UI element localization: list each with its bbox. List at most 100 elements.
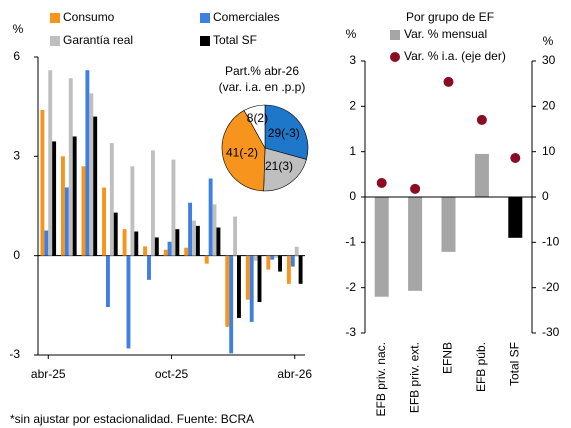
pie-slice [263,147,307,192]
footnote: *sin ajustar por estacionalidad. Fuente:… [10,412,254,426]
bar [48,70,53,256]
bar [72,136,77,256]
x-tick-label: abr-25 [31,367,66,381]
bar [105,255,110,307]
dot [476,114,487,125]
bar [237,255,241,318]
y-tick-label: -1 [345,235,356,249]
bar [150,150,155,256]
legend-label: Garantía real [63,33,133,47]
x-tick-label: EFB priv. ext. [407,342,421,413]
legend-swatch [390,30,400,40]
dot [510,153,521,164]
bar [85,70,90,256]
bar [245,255,250,300]
bar [195,225,200,256]
y2-tick-label: -30 [542,325,560,339]
bar [374,197,389,297]
slice-label: 21(3) [265,159,293,173]
bar [298,255,303,284]
bar [253,255,258,261]
legend-dot [390,52,400,62]
bar [126,255,131,349]
x-tick-label: oct-25 [155,367,189,381]
y2-tick-label: -10 [542,235,560,249]
pie-slice [243,104,266,150]
bar [441,197,456,252]
bar [109,143,114,256]
bar [208,178,213,256]
x-tick-label: Total SF [507,342,521,386]
legend-label: Consumo [63,10,115,24]
y2-tick-label: -20 [542,280,560,294]
y-tick-label: 6 [13,49,20,63]
y-tick-label: 2 [349,99,356,113]
bar [508,197,523,238]
bar [294,246,299,256]
bar [266,255,271,270]
y-tick-label: -3 [345,325,356,339]
pie-slice [221,110,266,192]
y-tick-label: -3 [9,347,20,361]
bar [216,227,221,256]
dot [410,183,421,194]
bar [44,230,49,256]
bar [257,255,262,303]
legend-swatch [200,13,210,23]
x-tick-label: EFNB [441,342,455,374]
y2-tick-label: 20 [542,99,556,113]
y-tick-label: 3 [349,53,356,67]
slice-label: 29(-3) [268,126,300,140]
chart-title: Por grupo de EF [406,10,494,24]
bar [163,249,168,256]
bar [204,255,209,264]
y2-tick-label: 30 [542,53,556,67]
bar [408,197,423,291]
bar [102,187,106,256]
bar [270,255,275,260]
legend-swatch [50,36,60,46]
y-axis-label: % [346,27,357,41]
bar [290,255,295,267]
bar [52,141,57,256]
y-tick-label: 3 [13,149,20,163]
slice-label: 8(2) [247,111,268,125]
bar [93,116,98,256]
bar [147,255,151,280]
y-axis-label: % [13,22,24,36]
legend-swatch [50,13,60,23]
x-tick-label: EFB púb. [474,342,488,392]
bar [40,109,45,256]
bar [122,229,127,256]
bar [225,255,230,327]
y2-tick-label: 0 [542,189,549,203]
bar [68,78,73,256]
y2-tick-label: 10 [542,144,556,158]
bar [64,187,69,256]
bar [143,246,148,256]
bar [278,255,282,272]
bar [249,255,254,322]
legend-label: Var. % i.a. (eje der) [404,49,506,63]
bar [175,229,180,256]
bar [474,153,489,197]
dot [376,177,387,188]
bar [134,231,139,256]
bar [113,212,118,256]
y-tick-label: 1 [349,144,356,158]
bar [233,216,238,256]
legend-label: Total SF [213,33,257,47]
bar [286,255,291,284]
slice-label: 41(-2) [226,146,258,160]
pie-title: Part.% abr-26 [225,64,299,78]
x-tick-label: abr-26 [277,367,312,381]
y-tick-label: 0 [13,248,20,262]
bar [229,255,234,354]
bar [61,156,65,256]
bar [167,241,172,256]
bar [89,93,94,256]
bar [171,159,176,256]
legend-label: Comerciales [213,10,280,24]
bar [184,247,189,256]
